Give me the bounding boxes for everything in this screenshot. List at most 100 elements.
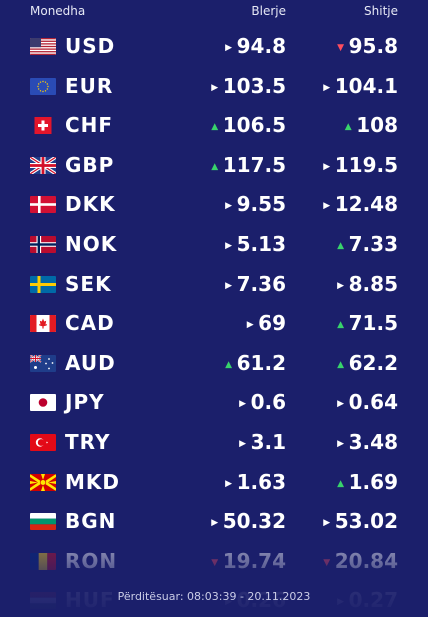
buy-rate-value: 69: [258, 311, 286, 336]
buy-rate: ▲ 106.5: [211, 113, 286, 137]
currency-row-try: TRY ▶ 3.1 ▶ 3.48: [0, 423, 428, 463]
neutral-arrow-icon: ▶: [225, 240, 233, 251]
up-arrow-icon: ▲: [211, 122, 219, 133]
sell-rate-value: 20.84: [334, 548, 398, 573]
neutral-arrow-icon: ▶: [323, 201, 331, 212]
buy-rate-value: 106.5: [222, 113, 286, 138]
sell-rate: ▶ 53.02: [323, 509, 398, 533]
neutral-arrow-icon: ▶: [323, 518, 331, 529]
no-flag-icon: [30, 235, 56, 253]
up-arrow-icon: ▲: [337, 320, 345, 331]
buy-rate: ▶ 7.36: [225, 272, 286, 296]
neutral-arrow-icon: ▶: [225, 280, 233, 291]
sell-rate: ▶ 12.48: [323, 192, 398, 216]
last-updated-text: Përditësuar: 08:03:39 - 20.11.2023: [117, 590, 311, 603]
sell-rate: ▲ 108: [344, 113, 398, 137]
currency-code: AUD: [65, 350, 116, 375]
buy-rate-value: 9.55: [236, 192, 286, 217]
currency-code: JPY: [65, 390, 105, 415]
currency-row-eur: EUR ▶ 103.5 ▶ 104.1: [0, 67, 428, 107]
sell-rate: ▶ 0.64: [337, 390, 398, 414]
up-arrow-icon: ▲: [225, 359, 233, 370]
currency-list: USD ▶ 94.8 ▼ 95.8 EUR ▶ 103.5 ▶ 104.1 CHF ▲ 106.5 ▲ 10…: [0, 27, 428, 617]
down-arrow-icon: ▼: [211, 557, 219, 568]
ch-flag-icon: [30, 117, 56, 135]
sell-rate-value: 62.2: [348, 350, 398, 375]
currency-row-mkd: MKD ▶ 1.63 ▲ 1.69: [0, 463, 428, 503]
buy-rate-value: 19.74: [222, 548, 286, 573]
table-header: Monedha Blerje Shitje: [0, 0, 428, 24]
buy-rate: ▶ 69: [246, 311, 286, 335]
currency-row-usd: USD ▶ 94.8 ▼ 95.8: [0, 27, 428, 67]
sell-rate: ▼ 95.8: [337, 34, 398, 58]
buy-rate: ▶ 50.32: [211, 509, 286, 533]
neutral-arrow-icon: ▶: [211, 82, 219, 93]
sell-rate-value: 95.8: [348, 34, 398, 58]
sell-rate-value: 1.69: [348, 469, 398, 494]
buy-rate-value: 0.6: [250, 390, 286, 415]
buy-rate: ▶ 9.55: [225, 192, 286, 216]
buy-rate: ▲ 61.2: [225, 351, 286, 375]
us-flag-icon: [30, 38, 56, 55]
down-arrow-icon: ▼: [337, 43, 345, 53]
neutral-arrow-icon: ▶: [337, 438, 345, 449]
currency-code: BGN: [65, 509, 117, 534]
gb-flag-icon: [30, 156, 56, 174]
currency-code: MKD: [65, 469, 121, 494]
sell-rate-value: 71.5: [348, 311, 398, 336]
currency-code: CHF: [65, 113, 114, 138]
buy-rate: ▶ 1.63: [225, 470, 286, 494]
sell-rate: ▶ 119.5: [323, 153, 398, 177]
buy-rate-value: 117.5: [222, 152, 286, 177]
currency-code: GBP: [65, 152, 115, 177]
sell-rate: ▲ 71.5: [337, 311, 398, 335]
neutral-arrow-icon: ▶: [246, 320, 254, 331]
ro-flag-icon: [30, 552, 56, 570]
au-flag-icon: [30, 354, 56, 372]
currency-code: USD: [65, 34, 116, 58]
sell-rate-value: 12.48: [334, 192, 398, 217]
buy-rate-value: 61.2: [236, 350, 286, 375]
down-arrow-icon: ▼: [323, 557, 331, 568]
neutral-arrow-icon: ▶: [239, 399, 247, 410]
neutral-arrow-icon: ▶: [323, 161, 331, 172]
sell-rate: ▲ 62.2: [337, 351, 398, 375]
buy-rate: ▶ 0.6: [239, 390, 286, 414]
sell-rate-value: 119.5: [334, 152, 398, 177]
currency-row-nok: NOK ▶ 5.13 ▲ 7.33: [0, 225, 428, 265]
neutral-arrow-icon: ▶: [225, 478, 233, 489]
neutral-arrow-icon: ▶: [337, 280, 345, 291]
sell-rate-value: 0.64: [348, 390, 398, 415]
sell-rate: ▶ 3.48: [337, 430, 398, 454]
buy-rate-value: 50.32: [222, 509, 286, 534]
currency-row-chf: CHF ▲ 106.5 ▲ 108: [0, 106, 428, 146]
buy-rate: ▶ 94.8: [225, 34, 286, 58]
currency-row-ron: RON ▼ 19.74 ▼ 20.84: [0, 542, 428, 582]
buy-rate-value: 3.1: [250, 429, 286, 454]
neutral-arrow-icon: ▶: [211, 518, 219, 529]
buy-rate-value: 7.36: [236, 271, 286, 296]
sell-rate: ▲ 1.69: [337, 470, 398, 494]
sell-rate-value: 104.1: [334, 73, 398, 98]
sell-rate: ▲ 7.33: [337, 232, 398, 256]
buy-rate-value: 5.13: [236, 231, 286, 256]
currency-code: RON: [65, 548, 118, 573]
neutral-arrow-icon: ▶: [323, 82, 331, 93]
column-header-currency: Monedha: [30, 4, 86, 18]
currency-code: TRY: [65, 429, 111, 454]
currency-row-sek: SEK ▶ 7.36 ▶ 8.85: [0, 265, 428, 305]
currency-row-dkk: DKK ▶ 9.55 ▶ 12.48: [0, 185, 428, 225]
buy-rate: ▶ 3.1: [239, 430, 286, 454]
buy-rate-value: 94.8: [236, 34, 286, 58]
sell-rate: ▶ 104.1: [323, 74, 398, 98]
neutral-arrow-icon: ▶: [239, 438, 247, 449]
eu-flag-icon: [30, 77, 56, 95]
sell-rate-value: 7.33: [348, 231, 398, 256]
currency-row-bgn: BGN ▶ 50.32 ▶ 53.02: [0, 502, 428, 542]
buy-rate: ▲ 117.5: [211, 153, 286, 177]
tr-flag-icon: [30, 433, 56, 451]
buy-rate: ▶ 5.13: [225, 232, 286, 256]
up-arrow-icon: ▲: [344, 122, 352, 133]
jp-flag-icon: [30, 394, 56, 412]
sell-rate: ▶ 8.85: [337, 272, 398, 296]
